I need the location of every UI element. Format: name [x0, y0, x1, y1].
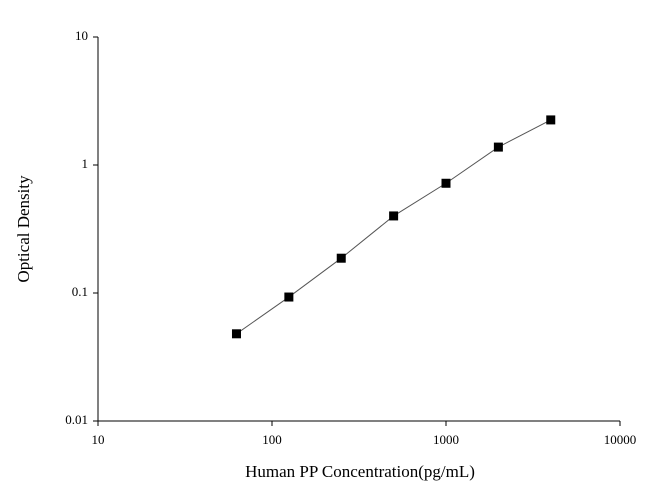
marker	[231, 329, 241, 339]
marker	[389, 211, 399, 221]
x-axis-title: Human PP Concentration(pg/mL)	[245, 462, 475, 481]
curve	[236, 119, 551, 335]
marker	[546, 115, 556, 125]
marker	[336, 253, 346, 263]
x-tick-label: 10	[92, 432, 105, 447]
y-axis-title: Optical Density	[14, 175, 33, 283]
x-tick-label: 1000	[433, 432, 459, 447]
y-tick-label: 0.1	[72, 284, 88, 299]
marker	[284, 292, 294, 302]
marker	[441, 178, 451, 188]
x-tick-label: 100	[262, 432, 282, 447]
y-tick-label: 1	[82, 156, 89, 171]
y-tick-label: 0.01	[65, 412, 88, 427]
x-tick-label: 10000	[604, 432, 637, 447]
y-tick-label: 10	[75, 28, 88, 43]
marker	[493, 142, 503, 152]
